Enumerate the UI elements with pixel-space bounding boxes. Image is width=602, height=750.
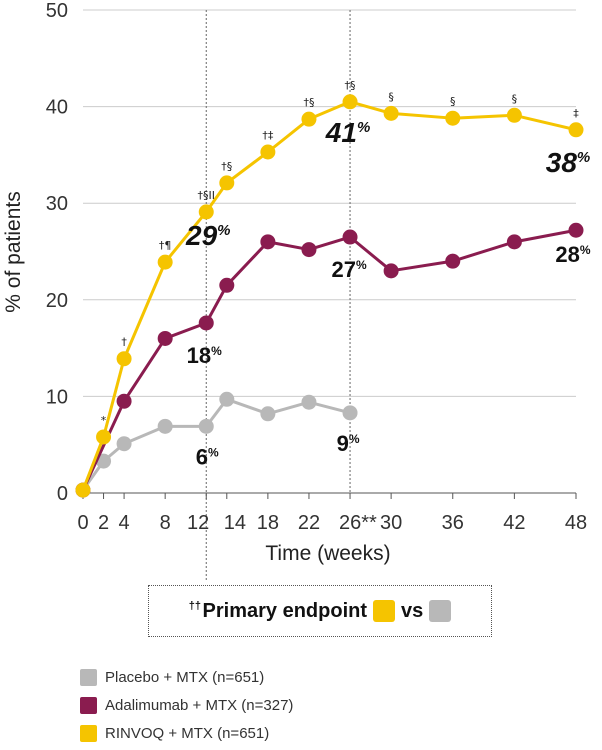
significance-marker-week-18: †‡ [262,129,274,142]
data-point-rinvoq-week-14 [219,175,235,191]
data-point-adalimumab-week-30 [383,263,399,279]
data-point-placebo-week-12 [198,418,214,434]
significance-marker-week-48: ‡ [573,107,579,120]
reference-lines [205,10,351,580]
data-point-rinvoq-week-42 [506,107,522,123]
data-point-adalimumab-week-42 [506,234,522,250]
data-point-placebo-week-18 [260,406,276,422]
y-axis-title: % of patients [2,191,25,312]
legend-swatch-placebo [80,669,97,686]
significance-marker-week-26: †§ [345,79,356,92]
significance-marker-week-2: * [101,414,107,427]
significance-marker-week-30: § [388,90,394,103]
primary-endpoint-label: †† Primary endpoint [189,600,367,623]
x-tick-label-4: 4 [119,512,130,534]
y-tick-label-30: 30 [46,193,68,215]
significance-markers: * † †¶ †§II †§ †‡ †§ †§ § § § ‡ [101,79,579,427]
primary-endpoint-text: Primary endpoint [202,599,368,622]
x-tick-label-22: 22 [298,512,320,534]
significance-marker-week-22: †§ [303,96,314,109]
versus-text: vs [401,599,424,622]
data-point-adalimumab-week-4 [116,393,132,409]
legend-label-placebo: Placebo + MTX (n=651) [105,669,265,686]
data-point-adalimumab-week-48 [568,222,584,238]
data-label-adalimumab-week-12: 18% [187,343,222,368]
data-labels: 29% 41% 38% 18% 27% 28% 6% 9% [185,117,591,470]
placebo-swatch [429,600,452,622]
data-label-rinvoq-week-12: 29% [185,220,231,251]
data-point-placebo-week-4 [116,436,132,452]
data-point-rinvoq-week-4 [116,351,132,367]
legend-item-placebo: Placebo + MTX (n=651) [80,666,293,689]
significance-marker-week-36: § [450,95,456,108]
y-tick-label-40: 40 [46,97,68,119]
data-point-rinvoq-week-48 [568,122,584,138]
primary-endpoint-box: †† Primary endpoint vs [148,585,492,637]
data-label-rinvoq-week-48: 38% [546,147,591,178]
data-point-rinvoq-week-26 [342,94,358,110]
legend: Placebo + MTX (n=651) Adalimumab + MTX (… [80,666,293,750]
legend-label-rinvoq: RINVOQ + MTX (n=651) [105,725,270,742]
x-tick-label-30: 30 [380,512,402,534]
data-point-adalimumab-week-14 [219,277,235,293]
data-point-adalimumab-week-12 [198,315,214,331]
x-tick-label-42: 42 [503,512,525,534]
x-tick-label-14: 14 [224,512,246,534]
series-line-rinvoq [81,100,577,491]
data-point-rinvoq-week-22 [301,111,317,127]
legend-item-rinvoq: RINVOQ + MTX (n=651) [80,722,293,745]
primary-endpoint-footnote-marker: †† [188,599,201,612]
y-tick-label-10: 10 [46,386,68,408]
y-tick-label-20: 20 [46,290,68,312]
significance-marker-week-14: †§ [221,160,232,173]
data-label-adalimumab-week-48: 28% [555,242,590,267]
significance-marker-week-42: § [512,92,518,105]
data-point-placebo-week-14 [219,391,235,407]
legend-swatch-adalimumab [80,697,97,714]
significance-marker-week-4: † [121,336,127,349]
data-point-adalimumab-week-18 [260,234,276,250]
x-tick-label-2: 2 [98,512,109,534]
data-label-placebo-week-12: 6% [196,444,219,469]
data-point-placebo-week-22 [301,394,317,410]
x-tick-label-8: 8 [160,512,171,534]
x-tick-label-26: 26** [339,512,377,534]
x-tick-label-48: 48 [565,512,587,534]
data-point-adalimumab-week-22 [301,242,317,258]
data-label-rinvoq-week-26: 41% [325,117,371,148]
series-line-adalimumab [81,228,577,491]
x-tick-label-36: 36 [442,512,464,534]
data-point-rinvoq-week-36 [445,110,461,126]
x-tick-label-18: 18 [257,512,279,534]
x-tick-label-12: 12 [187,512,209,534]
data-label-placebo-week-26: 9% [337,431,360,456]
x-axis-title: Time (weeks) [265,542,390,565]
data-point-rinvoq-week-8 [157,254,173,270]
gridlines [83,9,576,494]
legend-swatch-rinvoq [80,725,97,742]
legend-label-adalimumab: Adalimumab + MTX (n=327) [105,697,294,714]
legend-item-adalimumab: Adalimumab + MTX (n=327) [80,694,293,717]
data-label-adalimumab-week-26: 27% [331,257,366,282]
series-lines [75,94,584,498]
data-point-rinvoq-week-30 [383,105,399,121]
data-point-placebo-week-2 [96,453,112,469]
y-tick-label-0: 0 [57,483,68,505]
data-point-placebo-week-26 [342,405,358,421]
data-point-adalimumab-week-36 [445,253,461,269]
data-point-rinvoq-week-2 [96,429,112,445]
rinvoq-swatch [373,600,396,622]
data-point-rinvoq-week-18 [260,144,276,160]
data-point-adalimumab-week-8 [157,330,173,346]
y-tick-label-50: 50 [46,0,68,22]
significance-marker-week-8: †¶ [159,239,172,252]
data-point-rinvoq-week-12 [198,204,214,220]
data-point-rinvoq-week-0 [75,482,91,498]
data-point-placebo-week-8 [157,418,173,434]
x-tick-label-0: 0 [77,512,88,534]
data-point-adalimumab-week-26 [342,229,358,245]
significance-marker-week-12: †§II [198,189,216,202]
